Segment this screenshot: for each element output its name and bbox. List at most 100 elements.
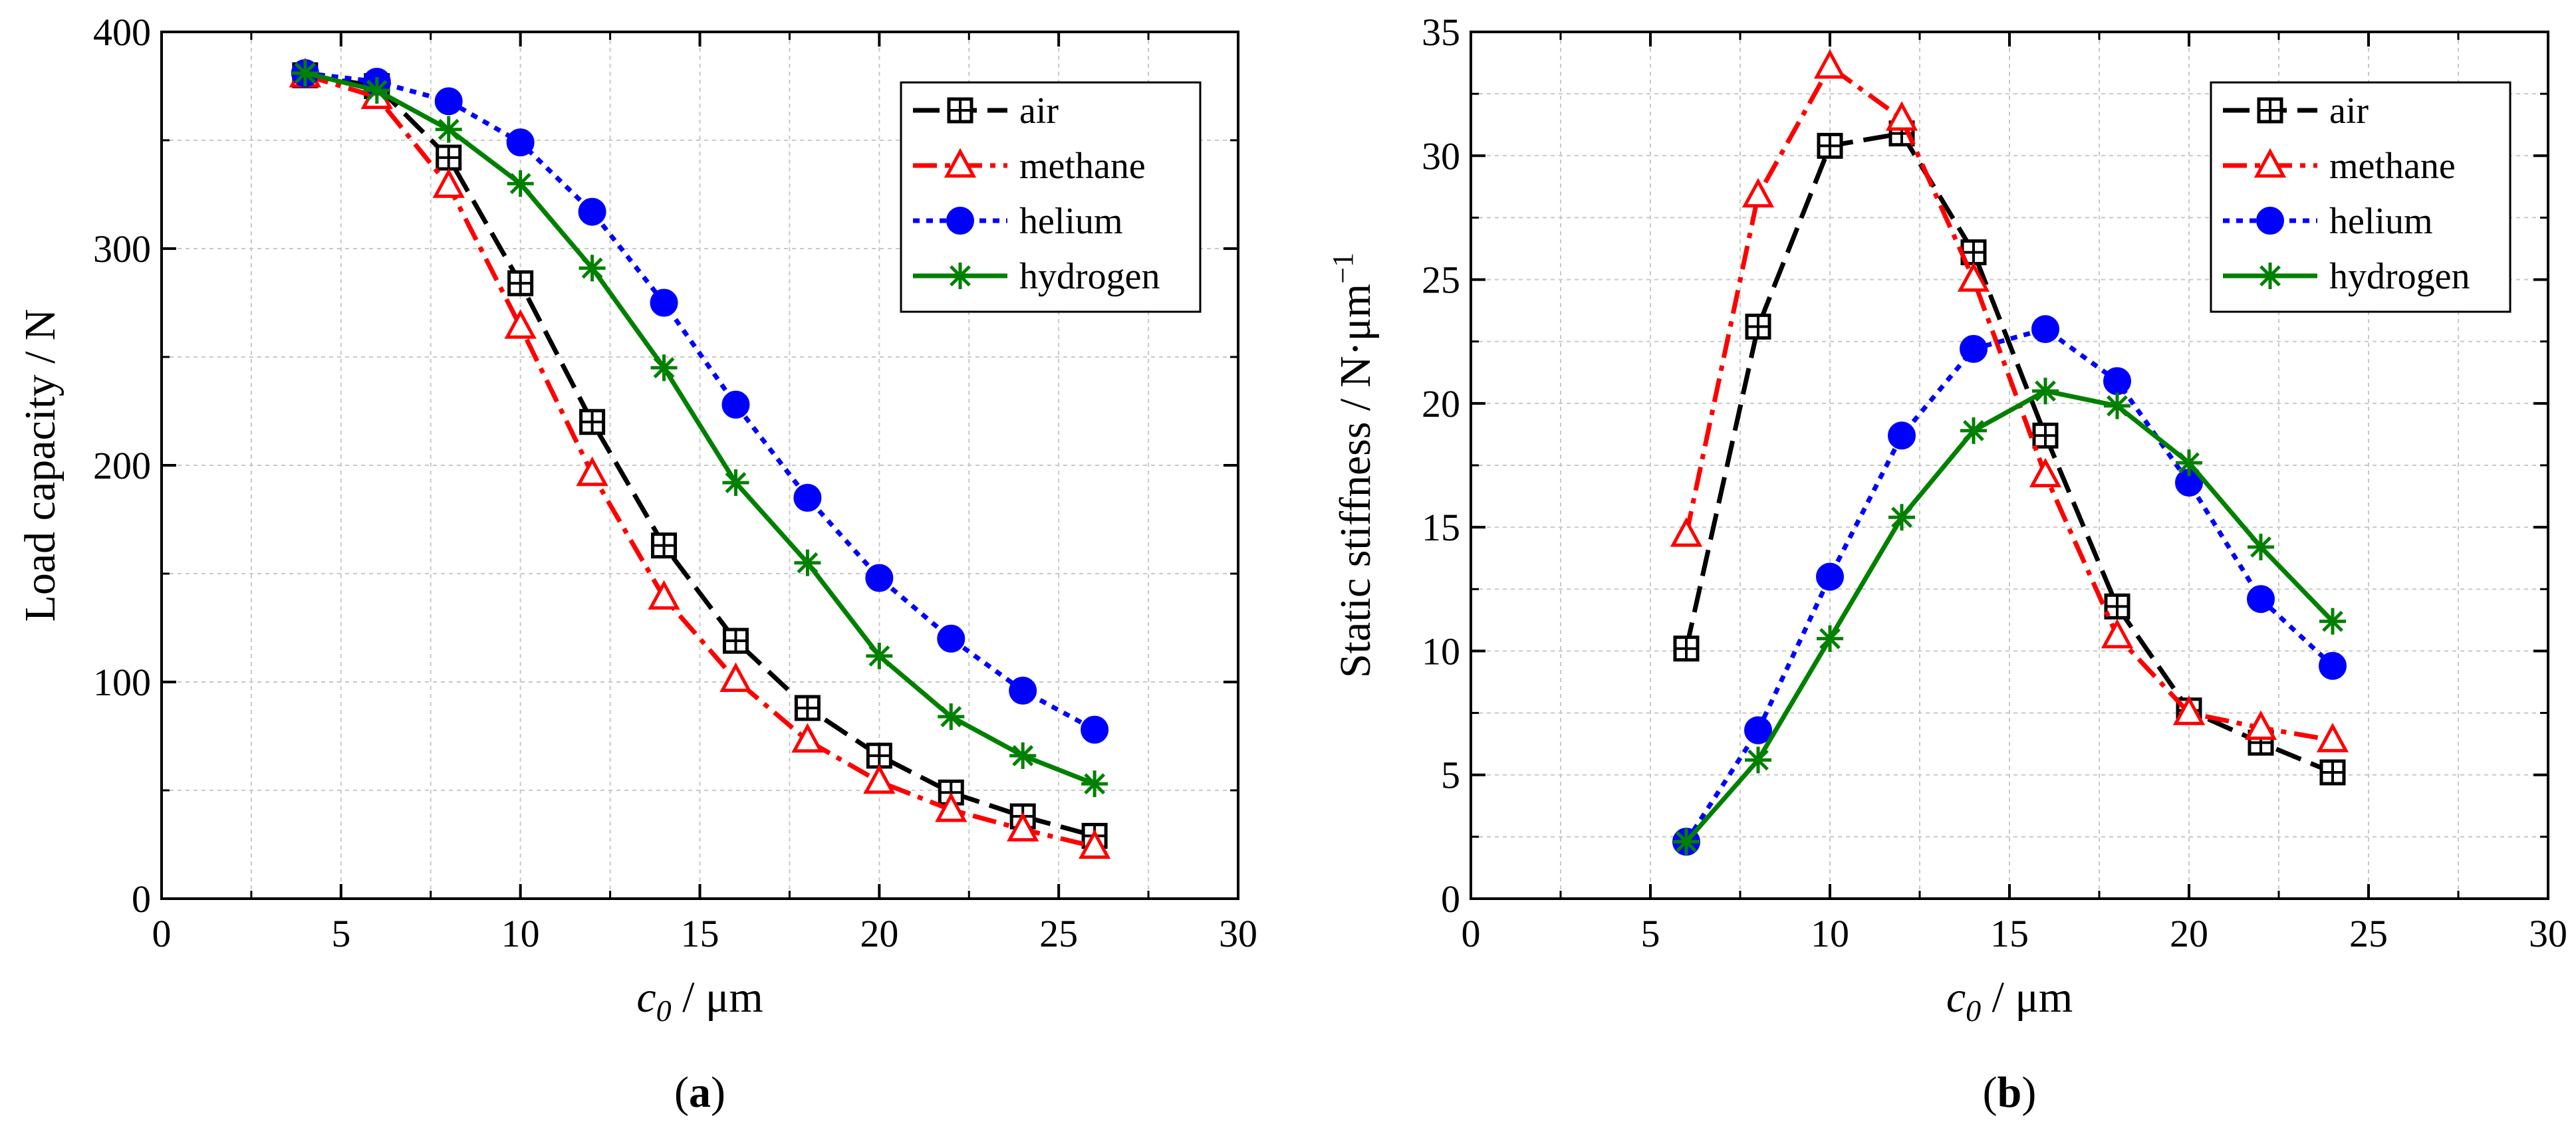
data-point-methane (1957, 262, 1990, 292)
series-line-air (1684, 131, 2334, 775)
data-point-methane (1007, 812, 1039, 842)
data-point-hydrogen (1888, 504, 1915, 531)
y-tick-label: 0 (1441, 877, 1460, 921)
data-point-helium (506, 128, 535, 157)
x-tick-label: 30 (1219, 912, 1257, 955)
data-point-hydrogen (2176, 449, 2202, 477)
y-axis-label: Load capacity / N (16, 309, 64, 622)
x-tick-label: 10 (1811, 912, 1849, 955)
y-tick-label: 30 (1422, 134, 1460, 177)
legend-marker (947, 97, 973, 124)
data-point-hydrogen (291, 59, 319, 86)
x-tick-label: 20 (2170, 912, 2208, 955)
legend-marker (2257, 263, 2283, 289)
x-tick-label: 5 (1641, 912, 1660, 955)
data-point-methane (576, 456, 608, 487)
x-tick-label: 10 (501, 912, 540, 955)
series-line-hydrogen (305, 70, 1096, 786)
y-tick-label: 0 (132, 877, 151, 921)
x-tick-label: 15 (1990, 912, 2029, 955)
data-point-helium (1744, 716, 1772, 744)
data-point-methane (2316, 723, 2349, 752)
data-point-methane (1813, 49, 1847, 79)
legend-entry-methane: methane (2223, 146, 2456, 187)
data-point-helium (1960, 334, 1988, 363)
data-point-helium (1009, 677, 1037, 705)
data-point-helium (434, 87, 463, 116)
data-point-methane (1670, 517, 1703, 547)
data-point-hydrogen (363, 77, 390, 104)
series-helium (1672, 315, 2347, 856)
data-point-air (436, 144, 462, 171)
data-point-helium (937, 624, 966, 653)
x-tick-label: 25 (2349, 912, 2388, 955)
data-point-helium (2319, 651, 2347, 680)
data-point-hydrogen (1960, 417, 1987, 444)
x-axis-label: c0 / μm (636, 973, 763, 1028)
data-point-air (866, 742, 892, 769)
y-tick-label: 20 (1422, 382, 1460, 425)
y-tick-label: 400 (93, 11, 151, 54)
data-point-hydrogen (2104, 392, 2130, 419)
data-point-hydrogen (1817, 625, 1843, 652)
legend-label: helium (2329, 201, 2433, 242)
panel-label: (a) (674, 1068, 725, 1117)
series-hydrogen (291, 59, 1108, 798)
data-point-hydrogen (507, 170, 534, 197)
legend-marker (2254, 148, 2287, 178)
data-point-methane (791, 723, 824, 753)
y-tick-label: 10 (1422, 629, 1460, 673)
legend-entry-air: air (2223, 90, 2369, 132)
y-tick-label: 15 (1422, 506, 1460, 549)
legend-entry-methane: methane (913, 146, 1146, 187)
x-tick-label: 0 (1462, 912, 1481, 955)
legend-label: air (1019, 90, 1059, 132)
data-point-hydrogen (435, 116, 462, 143)
y-tick-label: 300 (93, 227, 151, 271)
data-point-air (1817, 132, 1843, 159)
data-point-helium (721, 390, 750, 419)
data-point-air (1745, 313, 1771, 340)
y-tick-label: 5 (1441, 754, 1460, 797)
legend-label: hydrogen (2329, 256, 2470, 297)
series-hydrogen (1673, 378, 2346, 855)
data-point-helium (1888, 421, 1916, 450)
gridlines (1471, 32, 2548, 899)
data-point-helium (2031, 315, 2059, 344)
legend-entry-helium: helium (913, 201, 1123, 242)
data-point-hydrogen (794, 549, 821, 576)
panel-a: 0 5 10 15 20 25 300100200300400airmethaneheliu… (16, 11, 1257, 1117)
series-line-methane (304, 72, 1095, 849)
legend-entry-hydrogen: hydrogen (913, 256, 1160, 297)
data-point-helium (1816, 562, 1844, 591)
data-point-methane (1885, 101, 1918, 131)
data-point-air (2319, 759, 2346, 786)
x-tick-label: 0 (152, 912, 172, 955)
data-point-helium (578, 197, 606, 226)
x-tick-label: 20 (860, 912, 898, 955)
data-point-methane (2029, 457, 2062, 488)
x-tick-label: 5 (331, 912, 350, 955)
series-line-hydrogen (1684, 388, 2335, 844)
data-point-methane (2244, 710, 2277, 740)
data-point-hydrogen (1673, 828, 1700, 855)
legend-entry-hydrogen: hydrogen (2223, 256, 2470, 297)
legend-label: helium (1019, 201, 1123, 242)
data-point-methane (2101, 618, 2134, 649)
legend-marker (947, 263, 973, 289)
data-point-hydrogen (650, 354, 678, 382)
data-point-helium (793, 483, 822, 512)
data-point-air (722, 627, 749, 654)
data-point-methane (2172, 695, 2206, 725)
data-point-air (2032, 422, 2059, 449)
y-tick-label: 100 (93, 661, 151, 704)
legend-entry-helium: helium (2223, 201, 2433, 242)
data-point-air (651, 532, 678, 559)
legend-marker (946, 207, 974, 235)
data-point-helium (865, 564, 894, 592)
data-point-helium (650, 288, 678, 317)
data-point-hydrogen (1009, 742, 1037, 769)
data-point-helium (2247, 585, 2275, 614)
